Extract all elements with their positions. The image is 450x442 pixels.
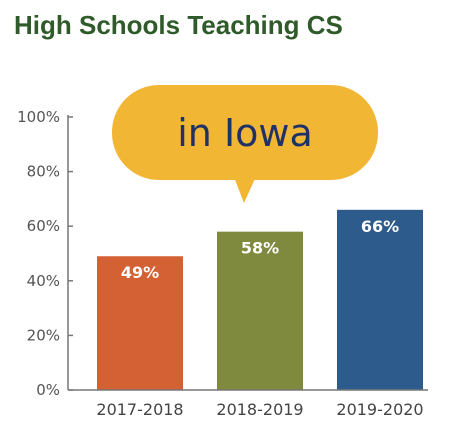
y-tick-label: 40%: [27, 272, 60, 290]
bar-2018-2019: [217, 231, 303, 390]
callout-bubble-body: [112, 85, 378, 180]
bars: 49% 58% 66%: [97, 209, 423, 390]
data-label-2018-2019: 58%: [241, 239, 279, 258]
x-tick-label-2017-2018: 2017-2018: [96, 400, 183, 419]
y-tick-label: 20%: [27, 326, 60, 344]
callout-bubble-tail: [232, 172, 258, 203]
chart-title: High Schools Teaching CS: [14, 10, 343, 40]
y-tick-label: 80%: [27, 163, 60, 181]
callout-bubble: in Iowa: [112, 85, 378, 203]
y-axis: 0% 20% 40% 60% 80% 100%: [17, 108, 73, 399]
y-tick-label: 60%: [27, 217, 60, 235]
callout-text: in Iowa: [177, 111, 313, 155]
bar-2017-2018: [97, 256, 183, 390]
y-tick-label: 0%: [36, 381, 60, 399]
data-label-2017-2018: 49%: [121, 263, 159, 282]
data-label-2019-2020: 66%: [361, 217, 399, 236]
x-tick-label-2019-2020: 2019-2020: [336, 400, 423, 419]
bar-2019-2020: [337, 209, 423, 390]
y-tick-label: 100%: [17, 108, 60, 126]
x-axis: 2017-2018 2018-2019 2019-2020: [68, 389, 428, 419]
x-tick-label-2018-2019: 2018-2019: [216, 400, 303, 419]
